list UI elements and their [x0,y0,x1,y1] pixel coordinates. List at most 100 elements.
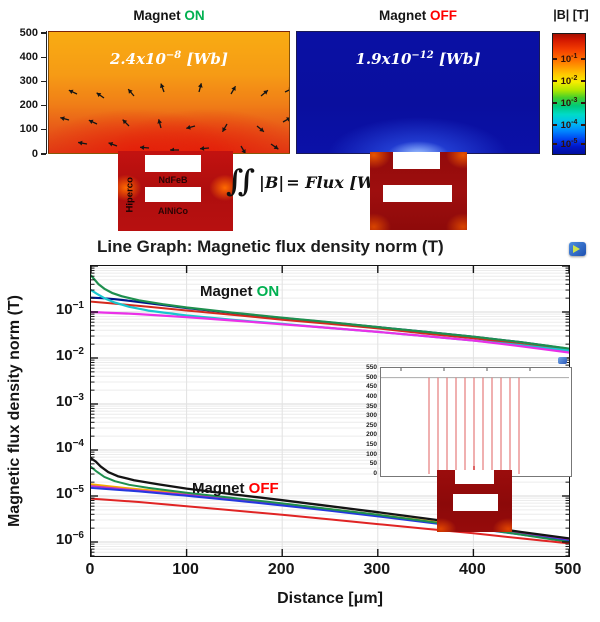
field-arrow [260,89,269,97]
equation-rest: = Flux [Wb] [286,172,394,192]
annotation-on-prefix: Magnet [200,283,257,300]
inset-y-tick-label: 550 [366,364,377,371]
y-tick-label: 10−1 [55,300,84,318]
flux-on-unit: [Wb] [181,50,229,68]
line-graph-title: Line Graph: Magnetic flux density norm (… [97,237,444,256]
field-arrow [230,85,237,95]
device-schematic-left: NdFeB AlNiCo Hiperco [118,151,233,231]
heatmap-y-tick-mark [41,105,46,107]
colorbar-tick-label: 10-1 [560,53,578,66]
device-label-hiperco: Hiperco [124,177,136,213]
colorbar-tick-mark [581,58,585,60]
annotation-on-state: ON [256,283,280,300]
field-arrow [139,145,150,150]
flux-on-base: 2.4x10 [109,50,166,68]
colorbar-tick-mark [553,143,557,145]
inset-device-slot [453,494,498,511]
field-arrow [88,119,98,125]
device-slot-top [145,155,201,172]
flux-value-on: 2.4x10−8 [Wb] [49,50,289,68]
field-arrow [108,142,118,147]
heatmap-y-tick-mark [41,153,46,155]
heatmap-y-tick-mark [41,56,46,58]
magnet-off-title-state: OFF [430,8,457,23]
heatmap-y-tick-label: 100 [19,123,38,136]
x-tick-label: 300 [363,561,391,578]
inset-y-tick-label: 50 [369,460,377,468]
inset-y-tick-label: 400 [366,392,377,400]
colorbar-tick-label: 10-3 [560,97,578,110]
field-arrows [60,83,289,153]
heatmap-y-tick-label: 200 [19,99,38,112]
inset-y-tick-label: 150 [366,441,377,449]
annotation-magnet-off: Magnet OFF [192,480,279,497]
colorbar-tick-mark [553,58,557,60]
x-tick-label: 500 [554,561,582,578]
field-arrow [270,143,279,150]
curve-magnet-on-green [89,274,571,350]
colorbar-tick-mark [581,80,585,82]
curve-magnet-on-magenta [89,310,571,354]
annotation-off-prefix: Magnet [192,480,249,497]
heatmap-y-tick-label: 500 [19,26,38,39]
device-right-slot [383,185,452,202]
magnet-on-title: Magnet ON [48,8,290,26]
device-label-alnico: AlNiCo [158,206,188,216]
heatmap-magnet-off: 1.9x10−12 [Wb] [296,31,540,154]
inset-y-tick-label: 250 [366,421,377,429]
field-arrow [60,116,70,122]
double-integral-symbol: ∬ [226,164,257,199]
inset-y-tick-label: 200 [366,431,377,439]
colorbar: 10-1 10-2 10-3 10-4 10-5 [552,33,586,155]
inset-window-icon[interactable] [558,357,567,364]
device-schematic-right [370,152,467,230]
x-axis-label: Distance [μm] [277,590,383,607]
y-tick-label: 10−6 [55,530,84,548]
y-tick-label: 10−5 [55,484,84,502]
colorbar-tick-mark [581,143,585,145]
heatmap-y-tick-label: 300 [19,74,38,87]
heatmap-y-tick-label: 0 [31,147,38,160]
colorbar-title: |B| [T] [553,8,589,22]
heatmap-y-tick-mark [41,129,46,131]
inset-y-tick-label: 350 [366,402,377,410]
field-arrow [157,119,163,129]
device-label-ndfeb: NdFeB [158,175,188,185]
y-tick-label: 10−2 [55,346,84,364]
heatmap-y-tick-mark [41,80,46,83]
flux-equation: ∬ |B| = Flux [Wb] [226,158,394,206]
y-axis-label: Magnetic flux density norm (T) [6,295,23,528]
y-tick-label: 10−4 [55,438,84,456]
curve-magnet-on-red [90,300,570,352]
field-arrow [256,125,265,133]
flux-off-base: 1.9x10 [355,50,412,68]
field-arrow [199,146,210,151]
device-slot-middle [145,187,201,202]
x-tick-label: 0 [85,561,95,578]
inset-y-tick-label: 450 [366,383,377,391]
field-arrow [197,83,203,93]
field-arrow [78,140,88,146]
magnet-off-title: Magnet OFF [296,8,540,26]
flux-value-off: 1.9x10−12 [Wb] [297,50,539,68]
heatmap-y-tick-mark [41,32,46,34]
plot-window-icon[interactable] [569,242,586,256]
heatmap-y-tick-label: 400 [19,50,38,63]
colorbar-tick-mark [581,124,585,126]
y-tick-label: 10−3 [55,392,84,410]
flux-on-exponent: −8 [165,50,182,61]
magnet-on-title-prefix: Magnet [133,8,185,23]
flux-off-exponent: −12 [411,50,434,61]
inset-plot [380,367,572,477]
magnet-on-title-state: ON [184,8,205,23]
inset-y-tick-label: 300 [366,412,377,420]
colorbar-tick-mark [581,102,585,104]
field-arrow [282,116,289,123]
field-arrow [160,83,165,93]
field-arrow [221,123,228,133]
annotation-off-state: OFF [248,480,279,497]
inset-device-notch [455,470,494,484]
flux-off-unit: [Wb] [433,50,481,68]
x-tick-label: 400 [459,561,486,578]
